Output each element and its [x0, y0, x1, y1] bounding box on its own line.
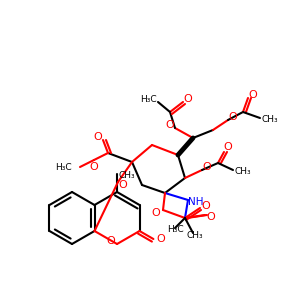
Text: NH: NH — [188, 197, 204, 207]
Text: H₃C: H₃C — [140, 94, 156, 103]
Text: CH₃: CH₃ — [119, 172, 135, 181]
Text: O: O — [202, 162, 211, 172]
Text: O: O — [249, 90, 257, 100]
Text: CH₃: CH₃ — [262, 116, 278, 124]
Text: O: O — [152, 208, 160, 218]
Text: H₃C: H₃C — [167, 226, 183, 235]
Text: CH₃: CH₃ — [235, 167, 251, 176]
Text: O: O — [166, 120, 174, 130]
Text: CH₃: CH₃ — [187, 232, 203, 241]
Text: O: O — [107, 236, 116, 246]
Text: H₃C: H₃C — [56, 163, 72, 172]
Text: O: O — [229, 112, 237, 122]
Text: O: O — [156, 234, 165, 244]
Text: O: O — [118, 180, 127, 190]
Text: O: O — [90, 162, 98, 172]
Text: O: O — [94, 132, 102, 142]
Text: O: O — [224, 142, 232, 152]
Text: O: O — [207, 212, 215, 222]
Text: O: O — [184, 94, 192, 104]
Text: O: O — [202, 201, 210, 211]
